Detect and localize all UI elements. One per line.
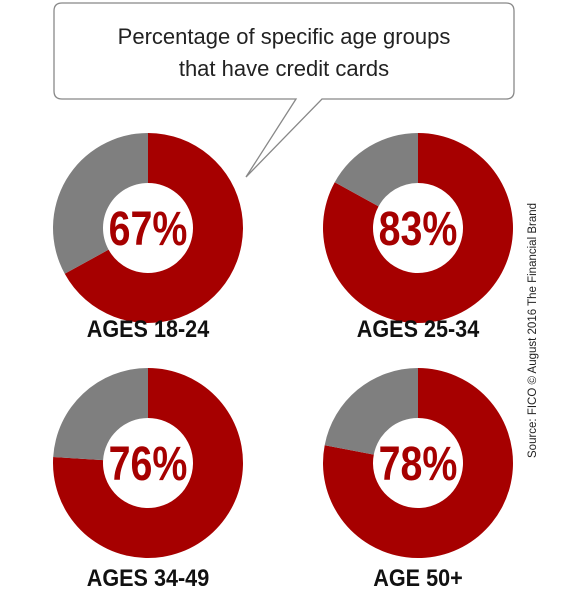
callout-title-line-1: Percentage of specific age groups: [118, 24, 451, 49]
slice-have-card-age-50: [323, 368, 513, 558]
slice-no-card-ages-34-49: [53, 368, 148, 461]
callout-title-line-2: that have credit cards: [179, 56, 389, 81]
value-label-ages-18-24: 67%: [109, 202, 188, 256]
donut-ages-18-24: 67% AGES 18-24: [53, 133, 244, 342]
slice-no-card-ages-18-24: [53, 133, 148, 274]
category-label-ages-25-34: AGES 25-34: [357, 315, 480, 342]
callout-bubble: [53, 2, 515, 178]
donut-ages-34-49: 76% AGES 34-49: [53, 367, 244, 591]
value-label-ages-25-34: 83%: [379, 202, 458, 256]
source-text: Source: FICO © August 2016 The Financial…: [527, 202, 539, 458]
donut-age-50: 78% AGE 50+: [323, 368, 513, 591]
category-label-ages-34-49: AGES 34-49: [87, 564, 209, 591]
title-callout: Percentage of specific age groups that h…: [53, 2, 515, 178]
slice-have-card-ages-34-49: [53, 367, 244, 558]
donut-ages-25-34: 83% AGES 25-34: [323, 133, 513, 342]
category-label-age-50: AGE 50+: [373, 564, 462, 591]
slice-have-card-ages-18-24: [64, 133, 244, 323]
value-label-age-50: 78%: [379, 437, 458, 491]
category-label-ages-18-24: AGES 18-24: [87, 315, 210, 342]
value-label-ages-34-49: 76%: [109, 437, 188, 491]
slice-have-card-ages-25-34: [323, 133, 513, 324]
slice-no-card-age-50: [324, 368, 418, 455]
slice-no-card-ages-25-34: [334, 133, 418, 207]
